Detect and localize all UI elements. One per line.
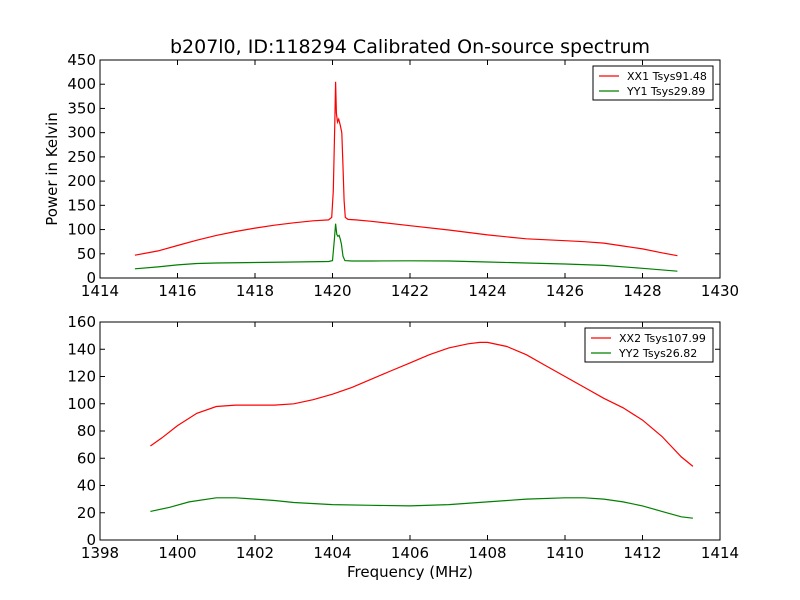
y-tick-label: 400	[67, 75, 96, 93]
y-tick-label: 50	[77, 245, 96, 263]
x-tick-label: 1424	[468, 282, 506, 300]
y-tick-label: 150	[67, 196, 96, 214]
legend-box	[584, 327, 714, 363]
series-line-xx	[150, 341, 694, 467]
y-tick-label: 200	[67, 172, 96, 190]
series-line-xx	[134, 81, 678, 257]
x-tick-label: 1408	[468, 544, 506, 562]
y-tick-label: 100	[67, 221, 96, 239]
y-tick-label: 160	[67, 313, 96, 331]
y-tick-label: 0	[86, 269, 96, 287]
x-tick-label: 1402	[236, 544, 274, 562]
y-tick-label: 350	[67, 99, 96, 117]
x-tick-label: 1406	[391, 544, 429, 562]
series-line-yy	[150, 497, 693, 519]
y-axis-label: Power in Kelvin	[43, 112, 61, 226]
y-tick-label: 300	[67, 124, 96, 142]
x-tick-label: 1414	[701, 544, 739, 562]
y-tick-label: 40	[77, 477, 96, 495]
x-tick-label: 1414	[81, 282, 119, 300]
y-tick-label: 450	[67, 51, 96, 69]
x-tick-label: 1400	[158, 544, 196, 562]
legend-entry: YY2 Tsys26.82	[618, 347, 697, 360]
legend-box	[592, 65, 714, 101]
figure-title: b207l0, ID:118294 Calibrated On-source s…	[170, 36, 650, 58]
x-tick-label: 1428	[623, 282, 661, 300]
y-tick-label: 250	[67, 148, 96, 166]
x-tick-label: 1412	[623, 544, 661, 562]
x-tick-label: 1430	[701, 282, 739, 300]
x-axis-label: Frequency (MHz)	[347, 563, 473, 581]
legend-entry: XX1 Tsys91.48	[627, 70, 707, 83]
x-tick-label: 1404	[313, 544, 351, 562]
y-tick-label: 100	[67, 395, 96, 413]
legend: XX2 Tsys107.99 YY2 Tsys26.82	[584, 327, 714, 363]
y-tick-label: 20	[77, 504, 96, 522]
y-tick-label: 80	[77, 422, 96, 440]
x-tick-label: 1398	[81, 544, 119, 562]
x-tick-label: 1422	[391, 282, 429, 300]
x-tick-label: 1426	[546, 282, 584, 300]
x-tick-label: 1410	[546, 544, 584, 562]
y-tick-label: 120	[67, 368, 96, 386]
x-tick-label: 1420	[313, 282, 351, 300]
y-tick-label: 60	[77, 449, 96, 467]
top-spectrum-panel: 1414 1416 1418 1420 1422 1424 1426 1428 1430 0 50 1…	[67, 51, 739, 300]
y-tick-label: 0	[86, 531, 96, 549]
x-tick-label: 1418	[236, 282, 274, 300]
x-tick-label: 1416	[158, 282, 196, 300]
legend-entry: XX2 Tsys107.99	[619, 332, 706, 345]
legend-entry: YY1 Tsys29.89	[626, 85, 705, 98]
bottom-spectrum-panel: 1398 1400 1402 1404 1406 1408 1410 1412 1414 0 20 4…	[67, 313, 739, 562]
legend: XX1 Tsys91.48 YY1 Tsys29.89	[592, 65, 714, 101]
series-line-yy	[134, 223, 678, 272]
y-tick-label: 140	[67, 340, 96, 358]
